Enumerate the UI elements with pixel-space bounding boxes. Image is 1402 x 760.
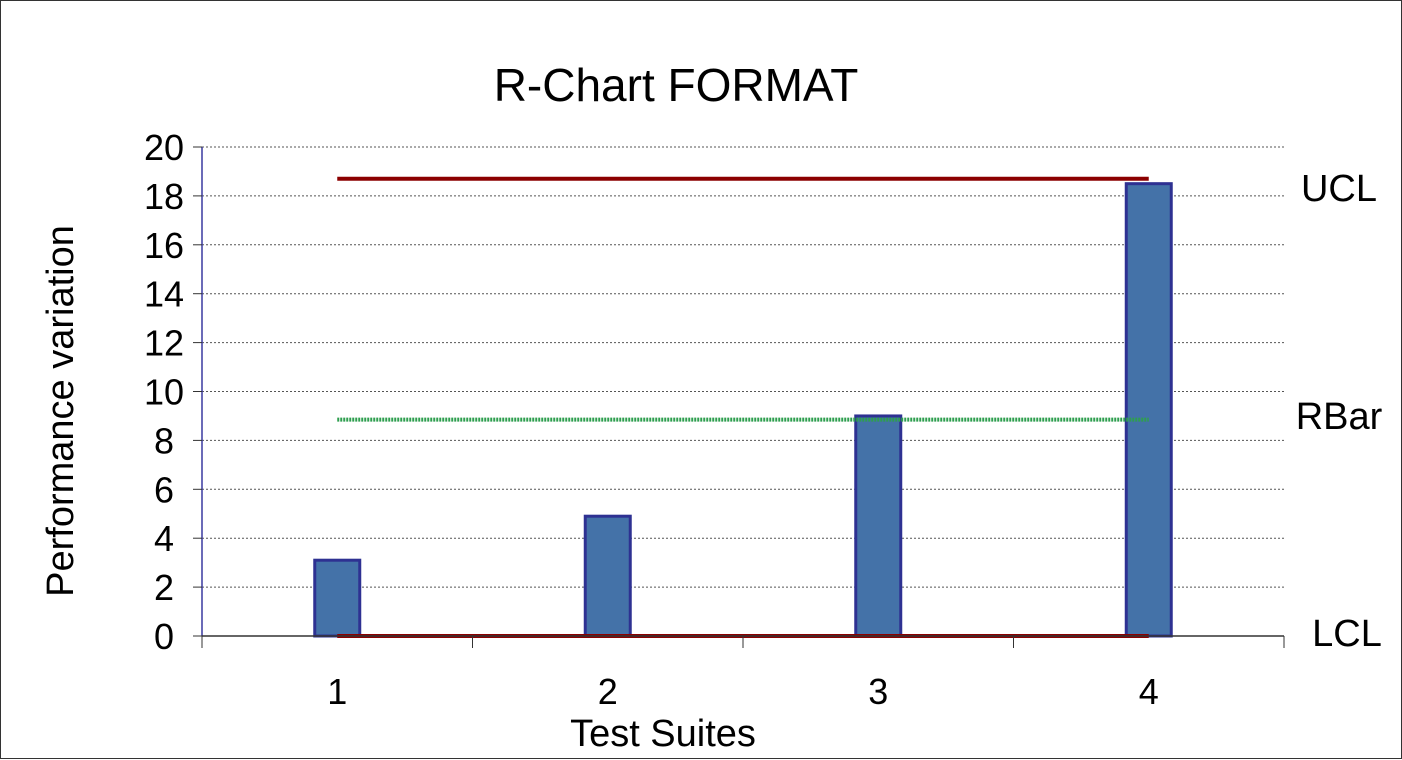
x-tick-label: 3 (868, 671, 888, 712)
y-tick-label: 4 (154, 518, 174, 559)
x-axis-title: Test Suites (570, 713, 756, 755)
bar-1 (313, 558, 362, 638)
bar-3 (854, 414, 903, 638)
y-tick-label: 6 (154, 469, 174, 510)
gridlines (202, 146, 1284, 588)
y-tick-label: 20 (144, 127, 184, 168)
y-tick-label: 10 (144, 372, 184, 413)
y-tick-label: 8 (154, 420, 174, 461)
control-line-labels: UCL RBar LCL (1296, 168, 1383, 655)
x-tick-label: 2 (598, 671, 618, 712)
x-tick-label: 1 (327, 671, 347, 712)
bars (313, 182, 1173, 638)
x-tick-label: 4 (1139, 671, 1159, 712)
control-line-label-lcl: LCL (1312, 613, 1382, 655)
control-line-label-ucl: UCL (1301, 168, 1377, 210)
chart-title: R-Chart FORMAT (494, 59, 859, 111)
bar-4 (1124, 182, 1173, 638)
bar-2 (583, 514, 632, 638)
y-tick-label: 18 (144, 176, 184, 217)
y-tick-label: 16 (144, 225, 184, 266)
y-tick-label: 14 (144, 274, 184, 315)
y-axis-title: Performance variation (40, 225, 82, 597)
control-lines (337, 176, 1149, 638)
y-tick-label: 2 (154, 567, 174, 608)
y-tick-label: 12 (144, 323, 184, 364)
control-line-label-rbar: RBar (1296, 396, 1383, 438)
y-tick-label: 0 (154, 616, 174, 657)
